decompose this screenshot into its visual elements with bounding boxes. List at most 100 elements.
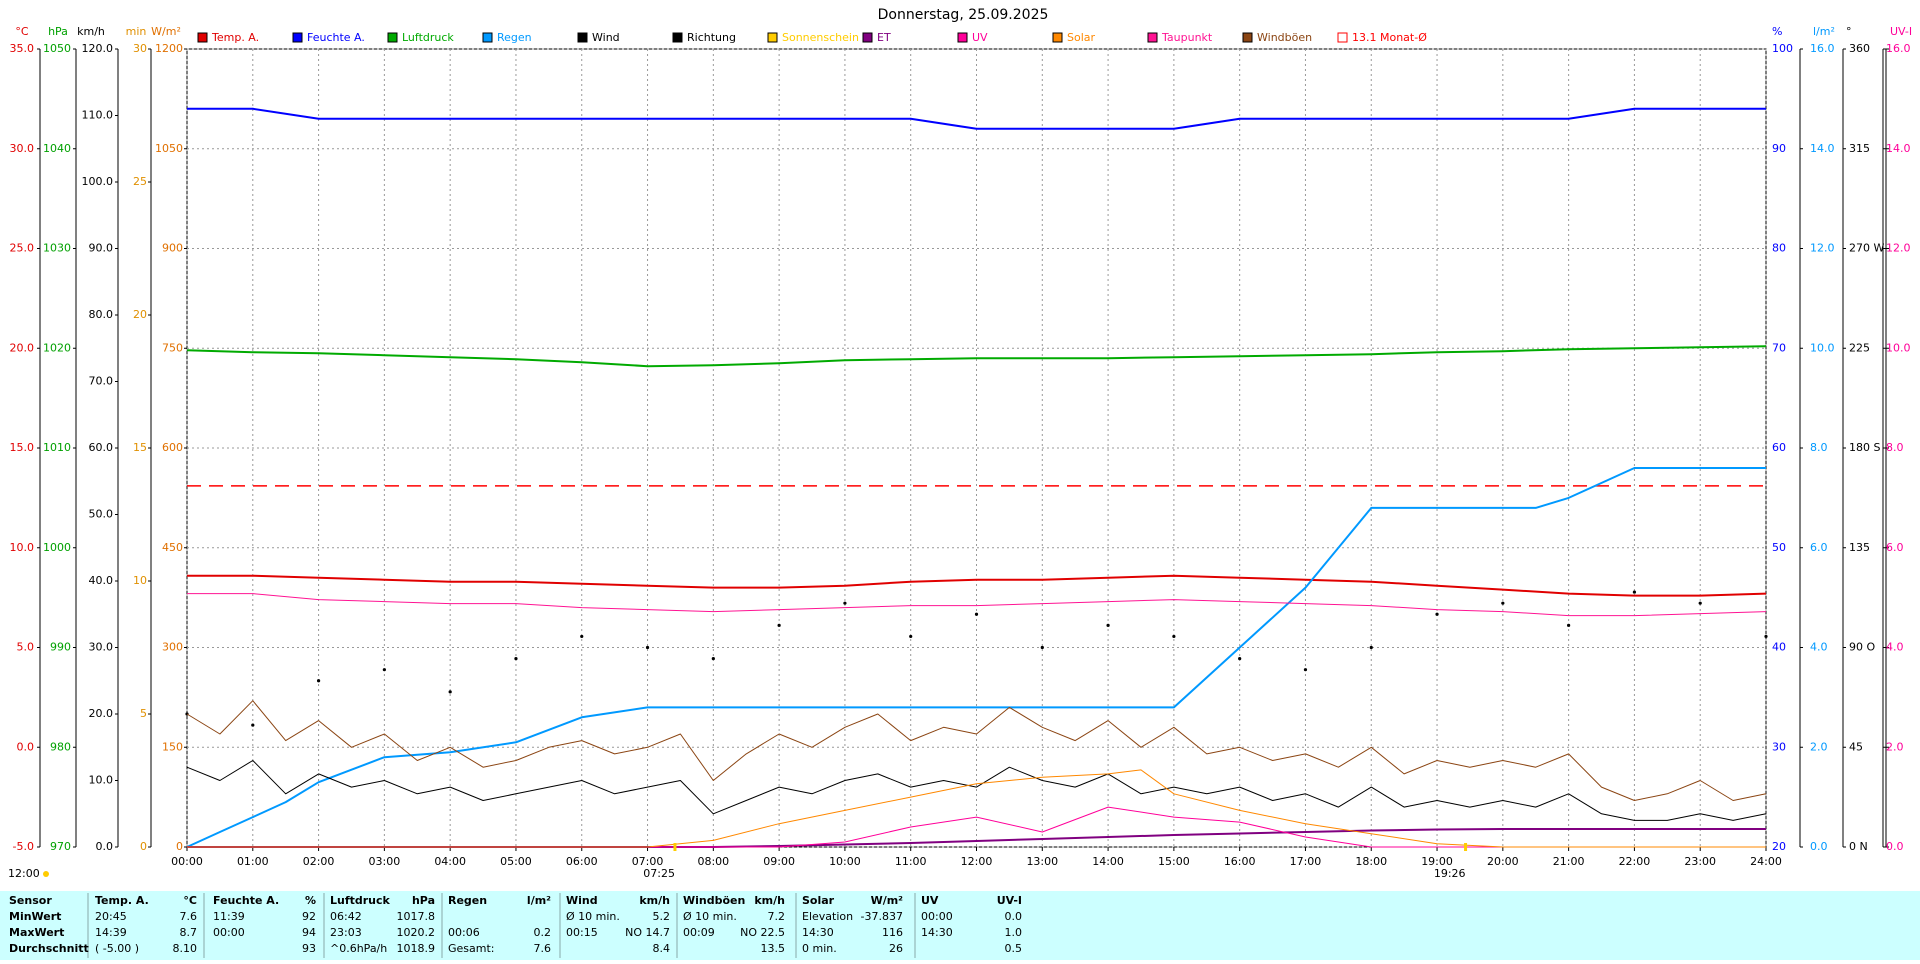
legend-swatch xyxy=(482,32,493,43)
x-tick-label: 17:00 xyxy=(1290,855,1322,868)
legend-swatch xyxy=(672,32,683,43)
axis-unit: km/h xyxy=(77,25,105,38)
y-tick-label: 30 xyxy=(1772,740,1786,753)
y-tick-label: 10.0 xyxy=(1810,341,1835,354)
series-line xyxy=(186,760,1767,821)
y-tick-label: 14.0 xyxy=(1886,142,1911,155)
table-cell: 7.6 xyxy=(180,910,198,923)
table-cell: -37.837 xyxy=(861,910,903,923)
y-tick-label: 15 xyxy=(133,441,147,454)
legend-swatch xyxy=(1147,32,1158,43)
table-cell: 116 xyxy=(882,926,903,939)
legend-label: Richtung xyxy=(687,31,736,44)
sun-label: 19:26 xyxy=(1434,867,1466,880)
table-cell: 26 xyxy=(889,942,903,955)
table-cell: 13.5 xyxy=(761,942,786,955)
y-tick-label: 8.0 xyxy=(1810,441,1828,454)
table-cell: 00:09 xyxy=(683,926,715,939)
y-tick-label: 45 xyxy=(1849,740,1863,753)
legend-label: Windböen xyxy=(1257,31,1312,44)
table-cell: UV xyxy=(921,894,939,907)
y-tick-label: 1200 xyxy=(155,42,183,55)
y-tick-label: 60 xyxy=(1772,441,1786,454)
y-tick-label: 6.0 xyxy=(1810,541,1828,554)
direction-dot xyxy=(974,612,979,616)
y-tick-label: 80.0 xyxy=(89,308,114,321)
y-tick-label: 120.0 xyxy=(82,42,114,55)
axis-unit: % xyxy=(1772,25,1782,38)
y-tick-label: 50.0 xyxy=(89,508,114,521)
table-cell: 1018.9 xyxy=(397,942,436,955)
table-cell: Gesamt: xyxy=(448,942,495,955)
footnote-marker xyxy=(43,871,49,877)
table-cell: 00:00 xyxy=(213,926,245,939)
legend-label: Luftdruck xyxy=(402,31,454,44)
table-cell: Solar xyxy=(802,894,835,907)
direction-dot xyxy=(1303,668,1308,672)
y-tick-label: 1000 xyxy=(43,541,71,554)
table-cell: Sensor xyxy=(9,894,52,907)
axis-unit: °C xyxy=(15,25,29,38)
y-tick-label: 270 W xyxy=(1849,242,1884,255)
y-tick-label: 100 xyxy=(1772,42,1793,55)
legend-label: Taupunkt xyxy=(1161,31,1213,44)
y-tick-label: 0.0 xyxy=(1886,840,1904,853)
series-line xyxy=(186,467,1766,848)
direction-dot xyxy=(909,634,913,639)
table-cell: 5.2 xyxy=(653,910,671,923)
direction-dot xyxy=(1040,645,1044,650)
table-cell: 0.0 xyxy=(1005,910,1023,923)
y-tick-label: 300 xyxy=(162,641,183,654)
y-tick-label: 0.0 xyxy=(1810,840,1828,853)
direction-dot xyxy=(448,690,452,694)
table-cell: Elevation xyxy=(802,910,853,923)
y-tick-label: 10 xyxy=(133,574,147,587)
y-tick-label: 80 xyxy=(1772,242,1786,255)
table-cell: Ø 10 min. xyxy=(566,910,620,923)
y-tick-label: 40.0 xyxy=(89,574,114,587)
direction-dot xyxy=(711,656,715,661)
direction-dot xyxy=(1106,623,1110,627)
legend-label: Solar xyxy=(1067,31,1096,44)
y-tick-label: 20 xyxy=(133,308,147,321)
y-tick-label: 90.0 xyxy=(89,242,114,255)
y-tick-label: 30.0 xyxy=(10,142,35,155)
y-tick-label: 5.0 xyxy=(17,641,35,654)
legend-label: UV xyxy=(972,31,988,44)
table-cell: 0 min. xyxy=(802,942,837,955)
table-cell: 93 xyxy=(302,942,316,955)
chart-title: Donnerstag, 25.09.2025 xyxy=(878,7,1049,23)
footnote: 12:00 xyxy=(8,867,40,880)
direction-dot xyxy=(382,668,386,672)
table-cell: 1020.2 xyxy=(397,926,436,939)
direction-dot xyxy=(645,645,650,650)
y-tick-label: 12.0 xyxy=(1810,242,1835,255)
y-tick-label: 1040 xyxy=(43,142,71,155)
y-tick-label: 0.0 xyxy=(96,840,114,853)
table-cell: l/m² xyxy=(527,894,551,907)
y-tick-label: 180 S xyxy=(1849,441,1880,454)
y-tick-label: 150 xyxy=(162,740,183,753)
axis-unit: min xyxy=(126,25,147,38)
direction-dot xyxy=(1435,612,1439,616)
x-tick-label: 02:00 xyxy=(303,855,335,868)
table-cell: ^0.6hPa/h xyxy=(330,942,387,955)
table-cell: 8.7 xyxy=(180,926,198,939)
table-cell: 14:30 xyxy=(802,926,834,939)
y-tick-label: 990 xyxy=(50,641,71,654)
y-tick-label: 12.0 xyxy=(1886,242,1911,255)
table-cell: 8.10 xyxy=(173,942,198,955)
y-tick-label: 2.0 xyxy=(1886,740,1904,753)
direction-dot xyxy=(1172,634,1176,639)
x-tick-label: 19:00 xyxy=(1421,855,1453,868)
y-tick-label: 1020 xyxy=(43,341,71,354)
axis-unit: l/m² xyxy=(1813,25,1835,38)
legend-swatch xyxy=(1242,32,1253,43)
x-tick-label: 04:00 xyxy=(434,855,466,868)
legend-swatch xyxy=(387,32,398,43)
y-tick-label: 225 xyxy=(1849,341,1870,354)
y-tick-label: 10.0 xyxy=(10,541,35,554)
legend-swatch xyxy=(292,32,303,43)
y-tick-label: 4.0 xyxy=(1886,641,1904,654)
x-tick-label: 03:00 xyxy=(369,855,401,868)
